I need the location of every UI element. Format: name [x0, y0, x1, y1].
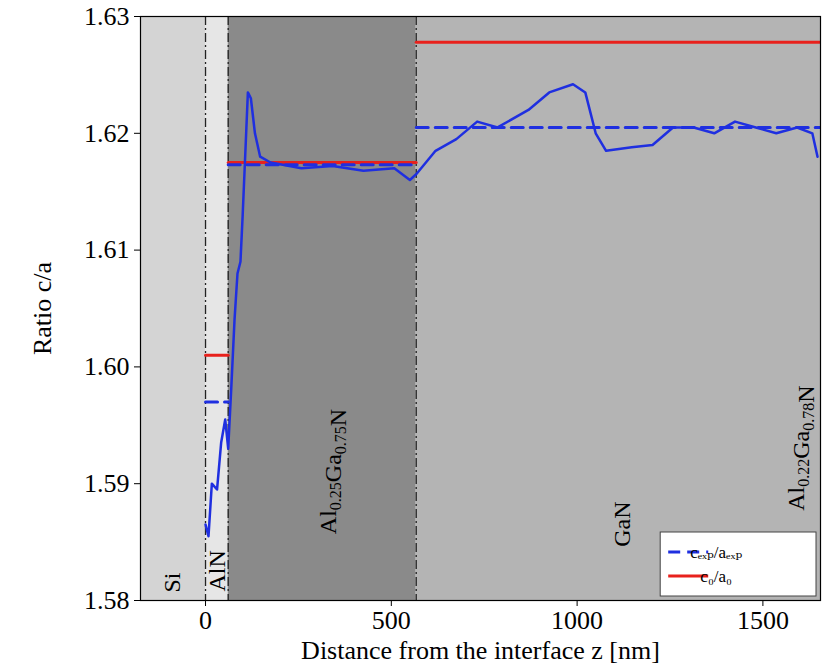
svg-text:Si: Si [159, 572, 185, 592]
svg-text:1.63: 1.63 [84, 2, 130, 31]
svg-text:1.58: 1.58 [84, 586, 130, 615]
svg-text:0: 0 [199, 606, 212, 635]
svg-text:Al0.25Ga0.75N: Al0.25Ga0.75N [315, 409, 351, 534]
svg-text:1.59: 1.59 [84, 469, 130, 498]
svg-text:1.61: 1.61 [84, 235, 130, 264]
svg-text:1500: 1500 [737, 606, 789, 635]
svg-text:Al0.22Ga0.78N: Al0.22Ga0.78N [783, 385, 819, 510]
svg-text:1.60: 1.60 [84, 352, 130, 381]
svg-text:1000: 1000 [551, 606, 603, 635]
svg-text:500: 500 [372, 606, 411, 635]
svg-text:Distance from the interface z: Distance from the interface z [nm] [301, 636, 660, 665]
svg-text:1.62: 1.62 [84, 119, 130, 148]
svg-text:GaN: GaN [609, 501, 635, 546]
svg-text:Ratio c/a: Ratio c/a [28, 261, 57, 355]
svg-text:cₑₓₚ/aₑₓₚ: cₑₓₚ/aₑₓₚ [690, 543, 742, 562]
svg-text:AlN: AlN [204, 550, 230, 591]
svg-text:c₀/a₀: c₀/a₀ [700, 567, 732, 586]
